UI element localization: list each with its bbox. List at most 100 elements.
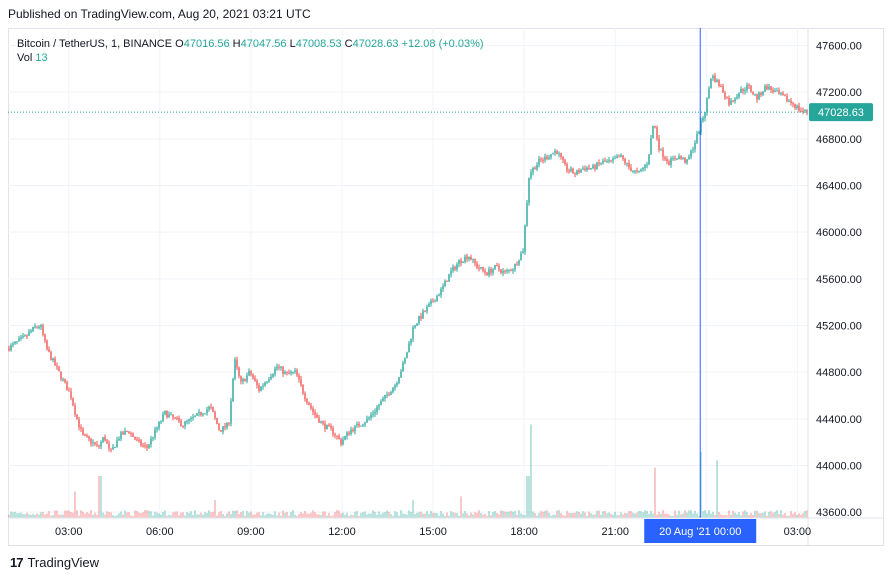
volume-bar [126,512,128,518]
volume-bar [142,512,144,518]
candles [8,72,808,453]
volume-bar [238,514,240,518]
volume-bar [278,512,280,518]
candle-body [696,133,698,143]
candle-body [608,160,610,162]
candle-body [776,90,778,92]
candle-body [650,138,652,155]
price-tick-label: 45600.00 [816,274,862,286]
candle-body [70,391,72,399]
volume-bar [714,514,716,518]
time-tick-label: 12:00 [328,526,356,538]
volume-bar [736,514,738,518]
volume-bar [100,476,102,518]
volume-bar [254,514,256,518]
volume-bar [190,511,192,518]
volume-bar [396,512,398,518]
candle-body [536,164,538,170]
candle-body [474,258,476,264]
candle-body [508,269,510,271]
candle-body [154,429,156,438]
candle-body [272,373,274,377]
candle-body [570,168,572,171]
volume-bar [474,512,476,518]
candle-body [736,96,738,99]
published-note: Published on TradingView.com, Aug 20, 20… [8,7,311,21]
candle-body [344,436,346,440]
volume-bar [804,511,806,518]
volume-bar [164,510,166,518]
volume-bar [710,513,712,518]
volume-bar [678,510,680,518]
candle-body [708,88,710,99]
candle-body [636,170,638,172]
volume-bar [742,511,744,518]
volume-bar [620,512,622,518]
volume-bar [686,512,688,518]
candle-body [538,159,540,165]
candle-body [372,413,374,416]
candle-body [476,263,478,268]
candle-body [622,155,624,160]
footer-brand[interactable]: 17 TradingView [10,555,99,570]
candle-body [150,438,152,445]
volume-bar [224,515,226,518]
volume-bar [592,514,594,518]
volume-bar [356,510,358,518]
volume-bar [538,512,540,518]
volume-bar [426,511,428,518]
low-label: L [289,38,296,50]
volume-bar [108,511,110,518]
volume-bar [330,515,332,518]
volume-bar [298,514,300,518]
candle-body [128,431,130,434]
candle-body [580,169,582,173]
volume-bar [72,512,74,518]
candle-body [338,436,340,439]
volume-bar [448,515,450,518]
candle-body [324,423,326,429]
close-label: C [344,38,353,50]
candle-body [162,414,164,422]
candle-body [752,91,754,95]
volume-bar [68,510,70,518]
volume-bar [416,512,418,518]
volume-bar [594,514,596,518]
candle-body [728,98,730,105]
volume-bar [104,514,106,518]
candle-body [130,433,132,435]
volume-bar [776,510,778,518]
volume-bar [198,514,200,518]
volume-bar [466,513,468,518]
price-tick-label: 44000.00 [816,461,862,473]
candle-body [530,172,532,178]
time-tick-label: 06:00 [146,526,174,538]
candle-body [374,411,376,414]
volume-bar [786,515,788,518]
candle-body [72,398,74,406]
candle-body [732,100,734,102]
candle-body [458,260,460,265]
candle-body [192,416,194,418]
volume-bar [228,511,230,518]
volume-bar [472,514,474,518]
volume-bar [478,510,480,518]
candle-body [552,153,554,155]
candle-body [734,98,736,102]
candle-body [618,156,620,158]
time-tick-label: 18:00 [510,526,538,538]
candle-body [28,331,30,336]
volume-bar [526,476,528,518]
price-tick-label: 46000.00 [816,227,862,239]
volume-bar [664,513,666,518]
volume-bar [550,515,552,518]
candle-body [144,445,146,447]
volume-bar [372,510,374,518]
price-chart[interactable]: 47028.63 20 Aug '21 00:00 47600.00 47200.0… [8,28,884,546]
volume-bar [282,510,284,518]
volume-bar [22,513,24,518]
volume-bar [212,511,214,518]
candle-body [676,159,678,161]
candle-body [426,306,428,312]
candle-body [274,368,276,374]
